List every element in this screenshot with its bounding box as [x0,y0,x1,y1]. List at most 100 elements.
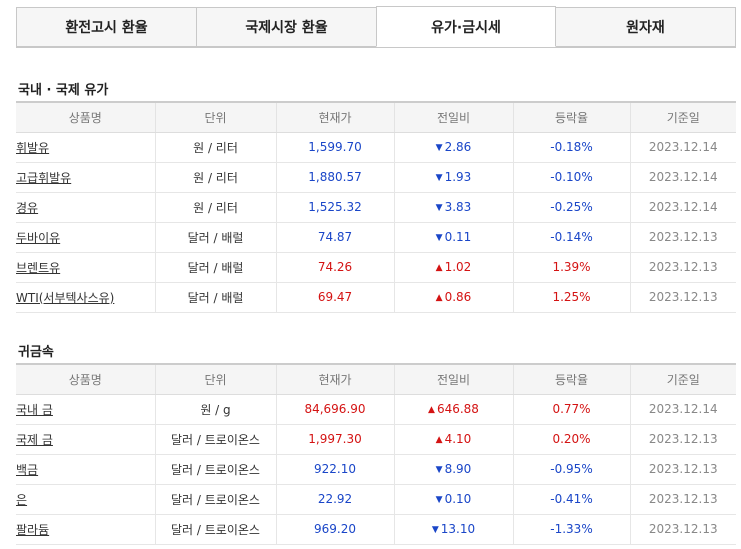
table-row: 팔라듐 달러 / 트로이온스 969.20 ▼ 13.10 -1.33% 2023.12.1… [16,514,736,545]
unit-cell: 달러 / 배럴 [154,252,276,283]
base-date-cell: 2023.12.13 [629,454,736,485]
header-unit: 단위 [154,101,276,133]
change-cell: ▲ 646.88 [393,394,513,425]
product-name-link[interactable]: 은 [16,492,28,507]
product-name-link[interactable]: 팔라듐 [16,522,50,537]
product-name-cell: 국내 금 [16,394,155,425]
table-row: 브렌트유 달러 / 배럴 74.26 ▲ 1.02 1.39% 2023.12.13 [16,252,736,283]
current-price-cell: 84,696.90 [275,394,394,425]
table-row: 휘발유 원 / 리터 1,599.70 ▼ 2.86 -0.18% 2023.12.14 [16,132,736,163]
unit-cell: 원 / 리터 [154,162,276,193]
table-row: 백금 달러 / 트로이온스 922.10 ▼ 8.90 -0.95% 2023.12.13 [16,454,736,485]
change-value: 1.93 [444,170,472,184]
tab-international-exchange[interactable]: 국제시장 환율 [196,7,377,47]
current-price-cell: 22.92 [275,484,394,515]
change-rate-cell: 1.25% [512,282,630,313]
tab-divider [16,47,736,48]
header-rate: 등락율 [512,101,630,133]
product-name-link[interactable]: 브렌트유 [16,260,61,275]
change-rate-cell: 1.39% [512,252,630,283]
current-price-cell: 1,599.70 [275,132,394,163]
table-header-row: 상품명 단위 현재가 전일비 등락율 기준일 [16,101,736,133]
change-value: 4.10 [444,432,472,446]
change-value: 646.88 [436,402,479,416]
down-triangle-icon: ▼ [435,233,443,243]
oil-price-table: 상품명 단위 현재가 전일비 등락율 기준일 휘발유 원 / 리터 1,599.70… [16,101,736,313]
current-price-cell: 969.20 [275,514,394,545]
current-price-cell: 69.47 [275,282,394,313]
change-value: 0.10 [444,492,472,506]
product-name-link[interactable]: 두바이유 [16,230,61,245]
base-date-cell: 2023.12.13 [629,514,736,545]
table-row: 두바이유 달러 / 배럴 74.87 ▼ 0.11 -0.14% 2023.12.13 [16,222,736,253]
product-name-cell: 팔라듐 [16,514,155,545]
tab-oil-gold[interactable]: 유가·금시세 [376,6,556,47]
change-cell: ▼ 13.10 [393,514,513,545]
precious-metals-table: 상품명 단위 현재가 전일비 등락율 기준일 국내 금 원 / g 84,696.9… [16,363,736,545]
product-name-link[interactable]: 백금 [16,462,39,477]
product-name-cell: 휘발유 [16,132,155,163]
down-triangle-icon: ▼ [435,465,443,475]
table-row: 은 달러 / 트로이온스 22.92 ▼ 0.10 -0.41% 2023.12.13 [16,484,736,515]
change-value: 13.10 [440,522,476,536]
up-triangle-icon: ▲ [435,293,443,303]
product-name-link[interactable]: 휘발유 [16,140,50,155]
change-cell: ▼ 3.83 [393,192,513,223]
product-name-link[interactable]: 국내 금 [16,402,53,417]
up-triangle-icon: ▲ [428,405,435,415]
base-date-cell: 2023.12.13 [629,424,736,455]
change-value: 2.86 [444,140,472,154]
base-date-cell: 2023.12.14 [629,132,736,163]
current-price-cell: 74.87 [275,222,394,253]
header-price: 현재가 [275,363,394,395]
product-name-link[interactable]: 경유 [16,200,39,215]
current-price-cell: 1,880.57 [275,162,394,193]
change-value: 1.02 [444,260,472,274]
unit-cell: 원 / 리터 [154,192,276,223]
current-price-cell: 922.10 [275,454,394,485]
change-cell: ▼ 8.90 [393,454,513,485]
product-name-cell: 백금 [16,454,155,485]
header-change: 전일비 [393,101,513,133]
current-price-cell: 74.26 [275,252,394,283]
metals-section-title: 귀금속 [18,345,54,360]
header-price: 현재가 [275,101,394,133]
base-date-cell: 2023.12.14 [629,162,736,193]
up-triangle-icon: ▲ [435,263,443,273]
base-date-cell: 2023.12.13 [629,282,736,313]
change-value: 0.11 [444,230,472,244]
product-name-link[interactable]: 고급휘발유 [16,170,72,185]
header-product: 상품명 [16,363,155,395]
current-price-cell: 1,525.32 [275,192,394,223]
product-name-cell: WTI(서부텍사스유) [16,282,155,313]
base-date-cell: 2023.12.13 [629,222,736,253]
change-rate-cell: -0.41% [512,484,630,515]
header-date: 기준일 [629,363,736,395]
product-name-link[interactable]: 국제 금 [16,432,53,447]
table-row: WTI(서부텍사스유) 달러 / 배럴 69.47 ▲ 0.86 1.25% 2023.12… [16,282,736,313]
table-row: 고급휘발유 원 / 리터 1,880.57 ▼ 1.93 -0.10% 2023.12.14 [16,162,736,193]
header-product: 상품명 [16,101,155,133]
change-cell: ▲ 0.86 [393,282,513,313]
tab-bar: 환전고시 환율 국제시장 환율 유가·금시세 원자재 [16,6,736,48]
tab-raw-materials[interactable]: 원자재 [555,7,736,47]
down-triangle-icon: ▼ [431,525,439,535]
change-rate-cell: -0.25% [512,192,630,223]
product-name-cell: 은 [16,484,155,515]
product-name-cell: 고급휘발유 [16,162,155,193]
header-rate: 등락율 [512,363,630,395]
product-name-cell: 경유 [16,192,155,223]
change-rate-cell: -0.10% [512,162,630,193]
product-name-cell: 두바이유 [16,222,155,253]
change-value: 8.90 [444,462,472,476]
tab-exchange-notice[interactable]: 환전고시 환율 [16,7,197,47]
change-cell: ▼ 0.10 [393,484,513,515]
change-value: 3.83 [444,200,472,214]
product-name-link[interactable]: WTI(서부텍사스유) [16,290,115,305]
current-price-cell: 1,997.30 [275,424,394,455]
down-triangle-icon: ▼ [435,143,443,153]
down-triangle-icon: ▼ [435,173,443,183]
oil-section-title: 국내 · 국제 유가 [18,83,109,98]
change-rate-cell: -1.33% [512,514,630,545]
